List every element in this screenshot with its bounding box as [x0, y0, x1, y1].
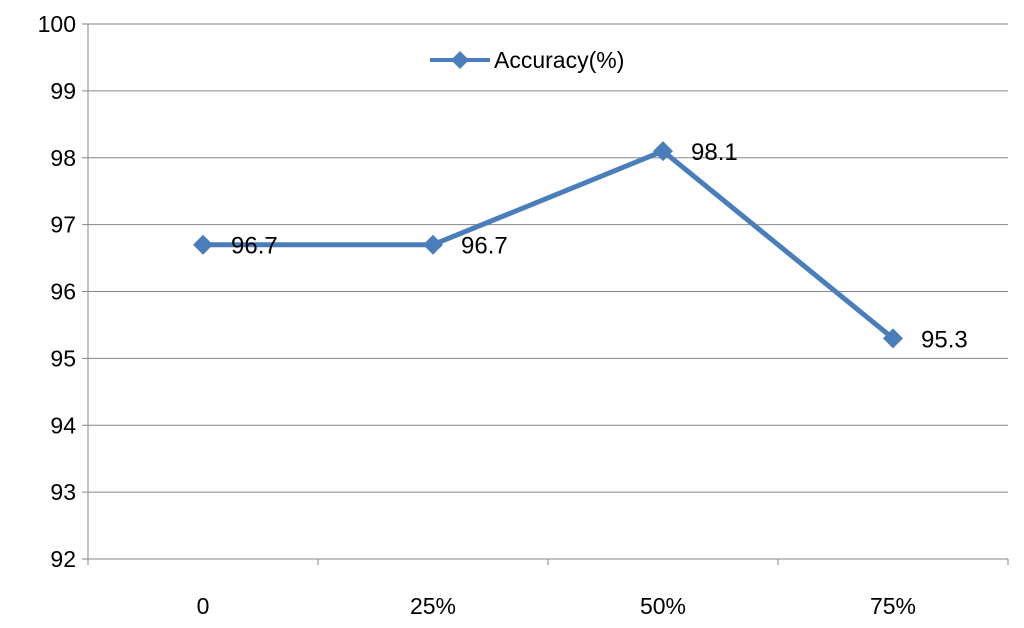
series-line-accuracy — [203, 148, 895, 341]
y-tick-label: 99 — [50, 78, 76, 104]
data-point-marker — [883, 328, 903, 349]
legend: Accuracy(%) — [430, 47, 624, 73]
x-tick-label: 50% — [640, 593, 686, 619]
data-point-marker — [193, 234, 213, 255]
legend-label: Accuracy(%) — [494, 47, 624, 73]
gridlines — [88, 23, 1008, 493]
y-tick-label: 96 — [50, 279, 76, 305]
data-labels: 96.7 96.7 98.1 95.3 — [231, 139, 968, 353]
series-layer — [193, 141, 903, 349]
x-axis-ticks: 0 25% 50% 75% — [197, 593, 916, 619]
data-point-marker — [653, 141, 673, 162]
y-tick-label: 98 — [50, 145, 76, 171]
data-point-marker — [423, 234, 443, 255]
data-point-label: 95.3 — [921, 326, 968, 353]
y-tick-label: 95 — [50, 345, 76, 371]
legend-diamond-marker — [451, 51, 469, 69]
x-tick-label: 25% — [410, 593, 456, 619]
x-tick-label: 75% — [870, 593, 916, 619]
y-tick-label: 92 — [50, 546, 76, 572]
x-tick-label: 0 — [197, 593, 210, 619]
data-point-label: 96.7 — [231, 233, 278, 260]
y-tick-label: 100 — [38, 11, 76, 37]
y-tick-label: 93 — [50, 479, 76, 505]
axes — [82, 23, 1009, 565]
data-point-label: 96.7 — [461, 233, 508, 260]
y-axis-ticks: 92 93 94 95 96 97 98 99 100 — [38, 11, 77, 572]
y-tick-label: 97 — [50, 212, 76, 238]
y-tick-label: 94 — [50, 412, 76, 438]
data-point-label: 98.1 — [691, 139, 738, 166]
